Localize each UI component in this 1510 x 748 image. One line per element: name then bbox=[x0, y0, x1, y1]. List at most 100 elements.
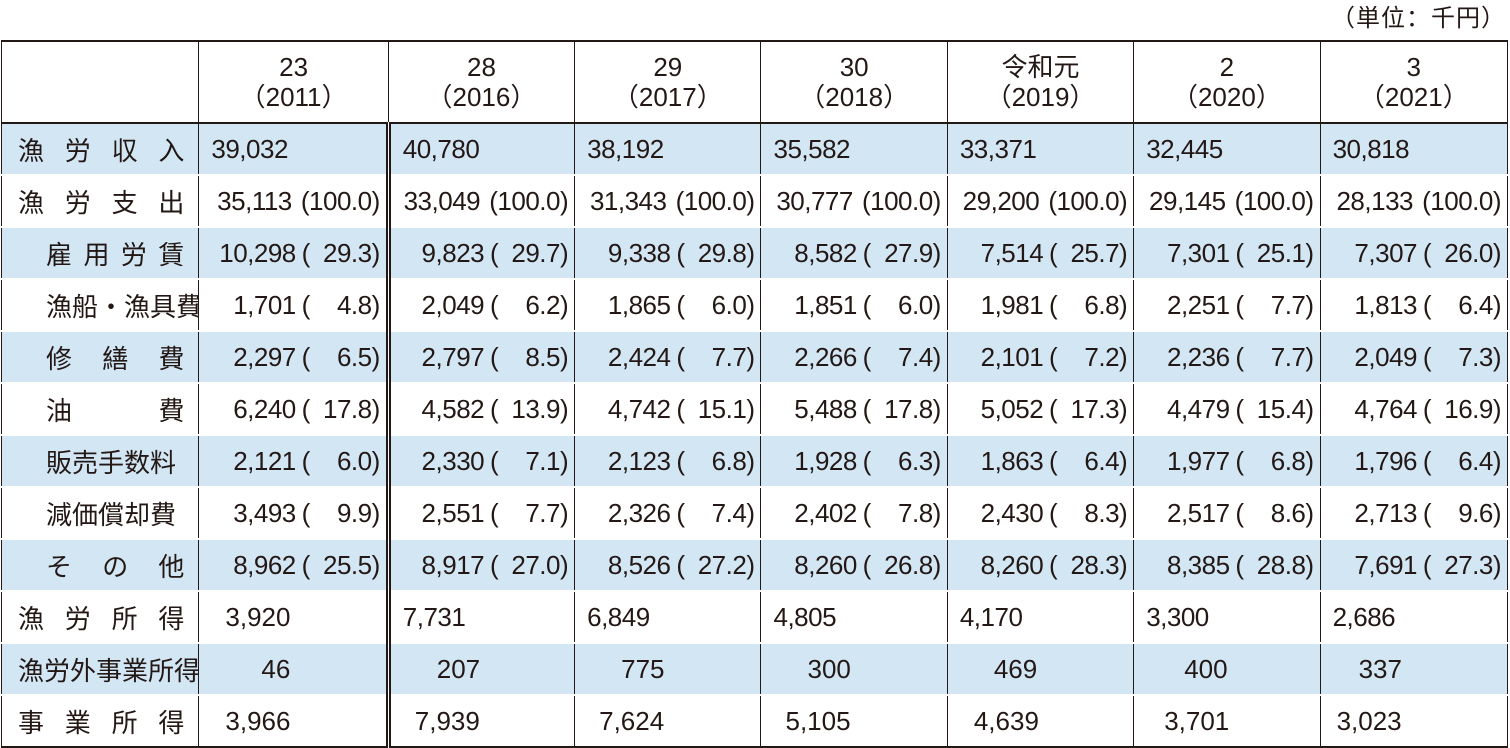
amount: 4,742 bbox=[607, 393, 671, 424]
cell-value-pct: 2,424(7.7) bbox=[574, 330, 762, 383]
row-repair: 修 繕 費 2,297(6.5) 2,797(8.5) 2,424(7.7) 2… bbox=[0, 330, 1509, 383]
column-header-2019: 令和元 （2019） bbox=[946, 40, 1135, 124]
cell-value-pct: 2,297(6.5) bbox=[198, 330, 391, 383]
label-char: 労 bbox=[120, 239, 147, 270]
amount: 5,488 bbox=[794, 393, 857, 424]
amount: 1,813 bbox=[1354, 289, 1417, 320]
percent: (27.3) bbox=[1422, 549, 1502, 580]
label-char: 所 bbox=[111, 707, 138, 738]
percent: (25.7) bbox=[1049, 237, 1128, 268]
amount: 9,823 bbox=[421, 237, 485, 268]
cell-value: 469 bbox=[946, 642, 1135, 695]
cell-value-pct: 2,251(7.7) bbox=[1133, 278, 1321, 331]
cell-value-pct: 9,338(29.8) bbox=[574, 226, 762, 279]
column-header-2020: 2 （2020） bbox=[1133, 40, 1321, 124]
cell-value: 775 bbox=[574, 642, 762, 695]
row-boat-gear: 漁船・漁具費 1,701(4.8) 2,049(6.2) 1,865(6.0) … bbox=[0, 278, 1509, 331]
row-sales-commission: 販売手数料 2,121(6.0) 2,330(7.1) 2,123(6.8) 1… bbox=[0, 434, 1509, 487]
amount: 8,917 bbox=[421, 549, 485, 580]
cell-value-pct: 2,101(7.2) bbox=[946, 330, 1135, 383]
percent: (15.4) bbox=[1235, 393, 1314, 424]
percent: (9.6) bbox=[1422, 497, 1502, 528]
row-label: 漁 労 収 入 bbox=[0, 122, 200, 175]
cell-value-pct: 7,301(25.1) bbox=[1133, 226, 1321, 279]
cell-value-pct: 1,863(6.4) bbox=[946, 434, 1135, 487]
percent: (7.7) bbox=[676, 341, 755, 372]
percent: (27.2) bbox=[676, 549, 755, 580]
column-year: （2020） bbox=[1171, 82, 1282, 112]
row-label: 販売手数料 bbox=[0, 434, 200, 487]
amount: 2,713 bbox=[1354, 497, 1417, 528]
cell-value-pct: 2,713(9.6) bbox=[1319, 486, 1509, 539]
cell-value-pct: 1,851(6.0) bbox=[760, 278, 948, 331]
label-char: 収 bbox=[111, 135, 138, 166]
percent: (7.7) bbox=[1235, 289, 1314, 320]
cell-value-pct: 2,330(7.1) bbox=[387, 434, 576, 487]
percent: (17.8) bbox=[862, 393, 942, 424]
cell-value-pct: 2,049(6.2) bbox=[387, 278, 576, 331]
cell-value: 38,192 bbox=[574, 122, 762, 175]
label-char: 雇 bbox=[46, 239, 73, 270]
amount: 4,764 bbox=[1354, 393, 1417, 424]
amount: 7,307 bbox=[1354, 237, 1417, 268]
cell-value-pct: 2,517(8.6) bbox=[1133, 486, 1321, 539]
amount: 7,514 bbox=[980, 237, 1044, 268]
column-year: （2016） bbox=[426, 82, 537, 112]
amount: 2,326 bbox=[607, 497, 671, 528]
cell-value-pct: 4,582(13.9) bbox=[387, 382, 576, 435]
column-header-2021: 3 （2021） bbox=[1319, 40, 1509, 124]
amount: 2,236 bbox=[1166, 341, 1230, 372]
percent: (8.3) bbox=[1049, 497, 1128, 528]
cell-value: 32,445 bbox=[1133, 122, 1321, 175]
percent: (4.8) bbox=[301, 289, 381, 320]
percent: (100.0) bbox=[1048, 185, 1128, 216]
cell-value-pct: 10,298(29.3) bbox=[198, 226, 391, 279]
row-label: 漁船・漁具費 bbox=[0, 278, 200, 331]
percent: (6.8) bbox=[1235, 445, 1314, 476]
percent: (6.4) bbox=[1049, 445, 1128, 476]
amount: 4,479 bbox=[1166, 393, 1230, 424]
cell-value-pct: 8,260(26.8) bbox=[760, 538, 948, 591]
amount: 8,962 bbox=[233, 549, 296, 580]
percent: (25.5) bbox=[301, 549, 381, 580]
row-label: 油 費 bbox=[0, 382, 200, 435]
row-label: 減価償却費 bbox=[0, 486, 200, 539]
cell-value: 4,805 bbox=[760, 590, 948, 643]
amount: 10,298 bbox=[219, 237, 296, 268]
cell-value: 207 bbox=[387, 642, 576, 695]
row-non-fishing-profit: 漁労外事業所得 46 207 775 300 469 400 337 bbox=[0, 642, 1509, 695]
label-char: 費 bbox=[158, 343, 185, 374]
cell-value: 5,105 bbox=[760, 694, 948, 748]
amount: 2,049 bbox=[1354, 341, 1417, 372]
cell-value-pct: 8,582(27.9) bbox=[760, 226, 948, 279]
row-fishing-profit: 漁 労 所 得 3,920 7,731 6,849 4,805 4,170 3,… bbox=[0, 590, 1509, 643]
percent: (8.6) bbox=[1235, 497, 1314, 528]
column-header-2011: 23 （2011） bbox=[198, 40, 389, 124]
amount: 1,977 bbox=[1166, 445, 1230, 476]
column-year: （2017） bbox=[612, 82, 723, 112]
column-era: 23 bbox=[279, 52, 309, 82]
percent: (29.7) bbox=[489, 237, 569, 268]
percent: (27.9) bbox=[862, 237, 942, 268]
cell-value: 30,818 bbox=[1319, 122, 1509, 175]
header-row: 23 （2011） 28 （2016） 29 （2017） 30 （2018） … bbox=[0, 40, 1509, 124]
amount: 2,424 bbox=[607, 341, 671, 372]
percent: (9.9) bbox=[301, 497, 381, 528]
label-char: 用 bbox=[83, 239, 110, 270]
label-char: 賃 bbox=[158, 239, 185, 270]
row-wages: 雇 用 労 賃 10,298(29.3) 9,823(29.7) 9,338(2… bbox=[0, 226, 1509, 279]
amount: 4,582 bbox=[421, 393, 485, 424]
amount: 9,338 bbox=[607, 237, 671, 268]
cell-value: 7,939 bbox=[387, 694, 576, 748]
row-label: 雇 用 労 賃 bbox=[0, 226, 200, 279]
label-char: 修 bbox=[46, 343, 73, 374]
percent: (100.0) bbox=[861, 185, 941, 216]
label-char: 得 bbox=[158, 707, 185, 738]
cell-value-pct: 2,236(7.7) bbox=[1133, 330, 1321, 383]
amount: 8,582 bbox=[794, 237, 857, 268]
column-year: （2019） bbox=[985, 82, 1096, 112]
cell-value-pct: 31,343 (100.0) bbox=[574, 174, 762, 227]
amount: 29,145 bbox=[1149, 185, 1226, 216]
amount: 5,052 bbox=[980, 393, 1044, 424]
percent: (100.0) bbox=[1234, 185, 1314, 216]
